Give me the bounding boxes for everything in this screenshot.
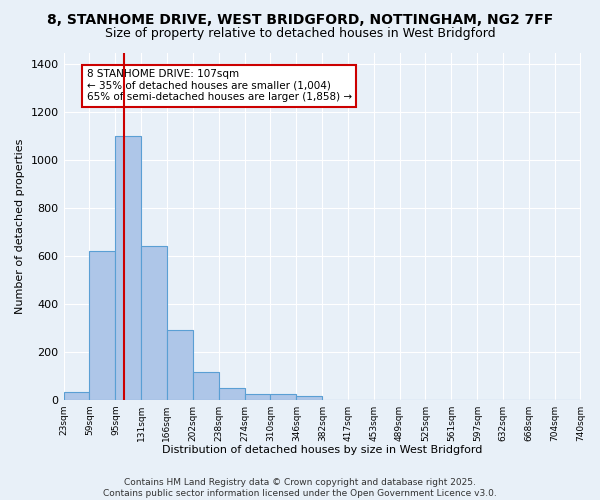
Bar bbox=[115, 136, 142, 400]
Bar bbox=[218, 388, 245, 400]
Bar bbox=[167, 330, 193, 400]
Bar bbox=[142, 246, 167, 400]
Text: Contains HM Land Registry data © Crown copyright and database right 2025.
Contai: Contains HM Land Registry data © Crown c… bbox=[103, 478, 497, 498]
Y-axis label: Number of detached properties: Number of detached properties bbox=[15, 138, 25, 314]
Text: 8 STANHOME DRIVE: 107sqm
← 35% of detached houses are smaller (1,004)
65% of sem: 8 STANHOME DRIVE: 107sqm ← 35% of detach… bbox=[86, 70, 352, 102]
Text: 8, STANHOME DRIVE, WEST BRIDGFORD, NOTTINGHAM, NG2 7FF: 8, STANHOME DRIVE, WEST BRIDGFORD, NOTTI… bbox=[47, 12, 553, 26]
Bar bbox=[89, 251, 115, 400]
Bar bbox=[271, 394, 296, 400]
Text: Size of property relative to detached houses in West Bridgford: Size of property relative to detached ho… bbox=[104, 28, 496, 40]
Bar bbox=[193, 372, 218, 400]
X-axis label: Distribution of detached houses by size in West Bridgford: Distribution of detached houses by size … bbox=[162, 445, 482, 455]
Bar bbox=[64, 392, 89, 400]
Bar bbox=[296, 396, 322, 400]
Bar bbox=[245, 394, 271, 400]
